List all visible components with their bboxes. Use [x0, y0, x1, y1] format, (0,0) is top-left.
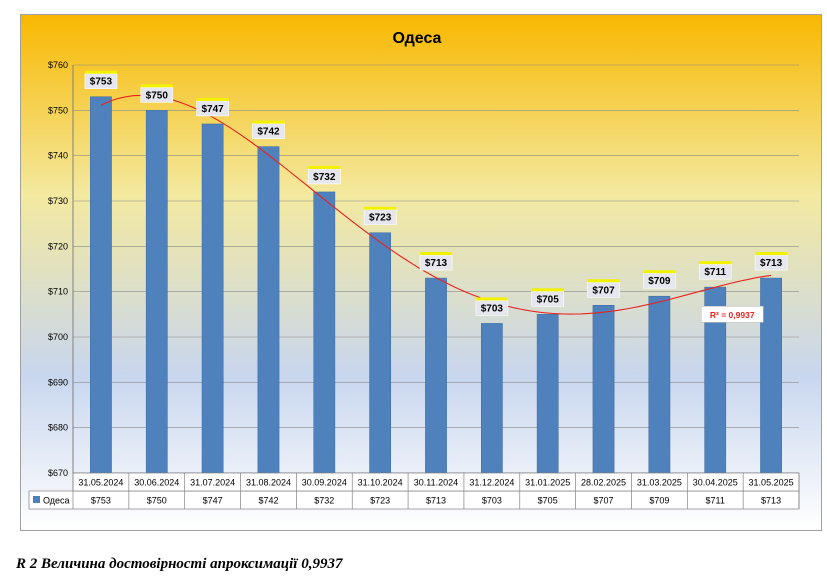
x-tick-label: 28.02.2025 [581, 478, 626, 488]
data-label: $750 [146, 90, 169, 101]
y-tick-label: $730 [48, 196, 68, 206]
bar [425, 277, 447, 474]
data-table-value: $750 [147, 496, 167, 506]
y-tick-label: $750 [48, 105, 68, 115]
legend-series-name: Одеса [43, 496, 70, 506]
data-table-value: $703 [482, 496, 502, 506]
data-label-highlight [475, 297, 508, 301]
data-label-highlight [587, 279, 620, 283]
data-table-value: $709 [649, 496, 669, 506]
x-tick-label: 31.03.2025 [637, 478, 682, 488]
x-tick-label: 31.05.2024 [78, 478, 123, 488]
data-label: $709 [648, 276, 671, 287]
data-label-highlight [420, 252, 452, 256]
r-squared-box [700, 306, 764, 323]
y-tick-label: $700 [48, 332, 68, 342]
data-table-value: $723 [370, 496, 390, 506]
y-tick-label: $760 [48, 60, 68, 70]
x-tick-label: 31.07.2024 [190, 478, 235, 488]
data-label-highlight [196, 97, 229, 101]
data-label-highlight [84, 70, 117, 74]
bar [648, 295, 671, 474]
data-label: $703 [481, 303, 504, 314]
data-label-highlight [364, 206, 397, 210]
data-label-highlight [140, 84, 173, 88]
x-tick-label: 30.09.2024 [302, 478, 347, 488]
data-label-box [84, 73, 118, 90]
x-tick-label: 31.10.2024 [358, 478, 403, 488]
y-tick-label: $710 [48, 287, 68, 297]
bar [201, 123, 224, 474]
x-tick-label: 31.08.2024 [246, 478, 291, 488]
chart-title: Одеса [393, 30, 442, 47]
trendline [100, 94, 772, 315]
data-label: $707 [592, 285, 615, 296]
data-table-value: $742 [258, 496, 278, 506]
x-tick-label: 30.04.2025 [693, 478, 738, 488]
legend-swatch [33, 496, 40, 503]
data-table-value: $747 [203, 496, 223, 506]
x-tick-label: 30.11.2024 [414, 478, 458, 488]
bar [257, 146, 280, 474]
data-label-highlight [531, 288, 564, 292]
bar [369, 232, 392, 474]
x-tick-label: 30.06.2024 [134, 478, 179, 488]
data-label: $747 [201, 104, 224, 115]
y-tick-label: $690 [48, 377, 68, 387]
bar [145, 110, 168, 474]
bar [760, 277, 782, 474]
data-label: $713 [425, 258, 448, 269]
data-label-highlight [252, 120, 285, 124]
data-table-value: $711 [706, 496, 725, 506]
data-label: $705 [537, 294, 560, 305]
data-table-value: $732 [314, 496, 334, 506]
bar [313, 191, 336, 474]
data-table-value: $705 [538, 496, 558, 506]
data-label: $711 [704, 267, 726, 278]
data-label-highlight [699, 261, 732, 265]
data-label-highlight [755, 252, 788, 256]
data-table-value: $713 [426, 496, 446, 506]
x-tick-label: 31.12.2024 [469, 478, 514, 488]
x-tick-label: 31.05.2025 [749, 478, 794, 488]
data-label-highlight [308, 165, 341, 169]
chart-frame: Одеса $670 $680 $690 $700 $710 $720 $730 $740 $7… [20, 14, 822, 531]
y-tick-label: $740 [48, 151, 68, 161]
data-label: $732 [313, 172, 336, 183]
data-label: $742 [257, 127, 280, 138]
data-label: $753 [90, 77, 113, 88]
data-label: $713 [760, 258, 783, 269]
data-label-highlight [643, 270, 676, 274]
data-table-value: $707 [594, 496, 614, 506]
data-table-series-row [28, 490, 800, 510]
x-tick-label: 31.01.2025 [525, 478, 570, 488]
bar [592, 305, 615, 474]
data-table-value: $713 [761, 496, 781, 506]
bar [90, 96, 112, 474]
y-tick-label: $670 [48, 468, 68, 478]
bar [536, 314, 559, 474]
figure-caption: R 2 Величина достовірності апроксимації … [16, 556, 343, 572]
bar [480, 323, 503, 474]
chart: Одеса $670 $680 $690 $700 $710 $720 $730 $740 $7… [21, 15, 821, 530]
r-squared-label: R² = 0,9937 [710, 310, 755, 320]
data-table-value: $753 [91, 496, 111, 506]
y-tick-label: $720 [48, 241, 68, 251]
data-label: $723 [369, 213, 392, 224]
y-tick-label: $680 [48, 423, 68, 433]
